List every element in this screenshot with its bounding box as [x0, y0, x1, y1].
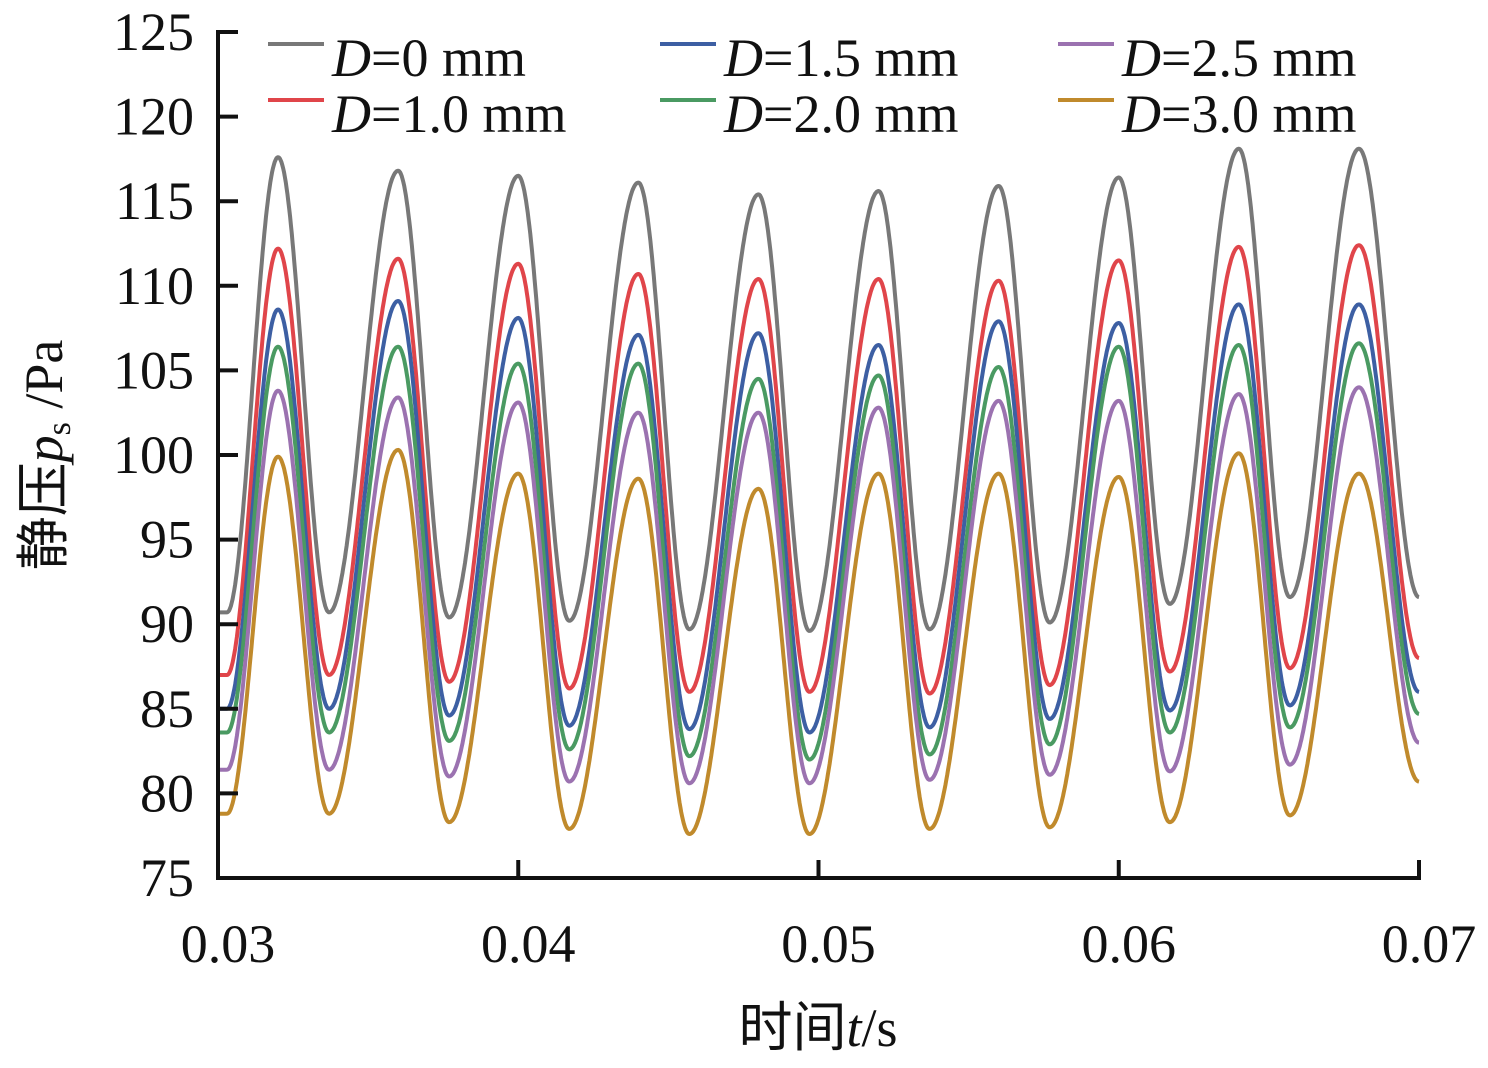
y-tick-label: 115	[115, 171, 194, 231]
y-tick-label: 110	[115, 256, 194, 316]
legend-label: D=1.5 mm	[723, 28, 958, 88]
legend-label-var: D	[331, 84, 371, 144]
x-tick-label: 0.06	[1082, 914, 1177, 974]
legend-label-var: D	[1121, 84, 1161, 144]
legend: D=0 mmD=1.0 mmD=1.5 mmD=2.0 mmD=2.5 mmD=…	[268, 28, 1356, 144]
x-axis-title-unit: /s	[861, 998, 897, 1058]
y-tick-label: 125	[113, 2, 194, 62]
x-ticks: 0.03 0.04 0.05 0.06 0.07	[181, 860, 1477, 974]
legend-label: D=1.0 mm	[331, 84, 566, 144]
y-tick-label: 95	[140, 510, 194, 570]
x-axis-title: 时间t/s	[738, 998, 897, 1058]
series-line-4	[216, 385, 1421, 786]
legend-label-var: D	[723, 84, 763, 144]
x-tick-label: 0.07	[1382, 914, 1477, 974]
x-tick-label: 0.05	[781, 914, 876, 974]
series-line-0	[216, 146, 1421, 633]
legend-label: D=2.0 mm	[723, 84, 958, 144]
y-tick-label: 120	[113, 87, 194, 147]
y-axis-title-prefix: 静压	[14, 462, 74, 570]
y-tick-label: 75	[140, 848, 194, 908]
legend-label: D=2.5 mm	[1121, 28, 1356, 88]
legend-label: D=0 mm	[331, 28, 526, 88]
y-tick-label: 80	[140, 763, 194, 823]
y-tick-label: 90	[140, 594, 194, 654]
x-tick-label: 0.03	[181, 914, 276, 974]
legend-label-value: =1.5 mm	[763, 28, 958, 88]
y-tick-label: 105	[113, 340, 194, 400]
legend-label-var: D	[331, 28, 371, 88]
legend-label-value: =2.5 mm	[1161, 28, 1356, 88]
x-tick-label: 0.04	[481, 914, 576, 974]
legend-label-value: =1.0 mm	[371, 84, 566, 144]
legend-label-var: D	[1121, 28, 1161, 88]
series-line-3	[216, 341, 1421, 762]
y-axis-title: 静压ps /Pa	[14, 340, 78, 571]
series-line-1	[216, 243, 1421, 696]
y-ticks: 75 80 85 90 95 100 105 110 115 120 125	[113, 2, 238, 908]
y-axis-title-unit: /Pa	[14, 340, 74, 423]
y-axis-title-sub: s	[41, 422, 78, 435]
y-tick-label: 100	[113, 425, 194, 485]
y-axis-title-var: p	[14, 435, 74, 466]
legend-label-value: =0 mm	[371, 28, 526, 88]
series-layer	[216, 146, 1421, 836]
legend-label-var: D	[723, 28, 763, 88]
legend-label-value: =3.0 mm	[1161, 84, 1356, 144]
x-axis-title-prefix: 时间	[738, 998, 846, 1058]
series-line-5	[216, 447, 1421, 836]
x-axis-title-var: t	[846, 998, 863, 1058]
legend-label-value: =2.0 mm	[763, 84, 958, 144]
series-line-2	[216, 299, 1421, 735]
y-tick-label: 85	[140, 679, 194, 739]
legend-label: D=3.0 mm	[1121, 84, 1356, 144]
